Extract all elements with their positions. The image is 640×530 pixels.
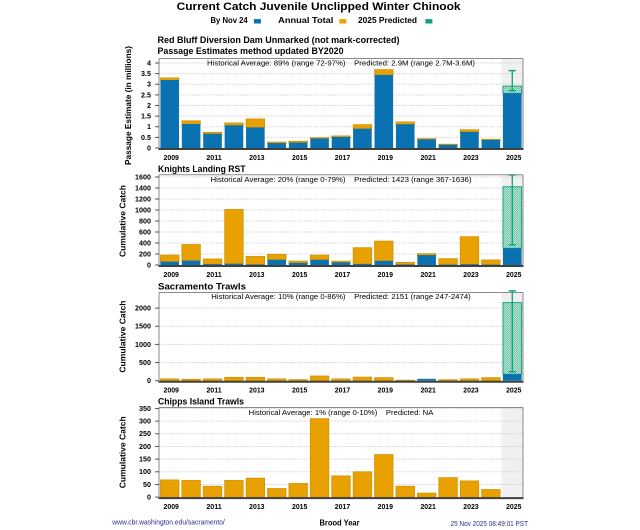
svg-text:Current Catch Juvenile Unclipp: Current Catch Juvenile Unclipped Winter … bbox=[177, 1, 462, 13]
svg-text:2013: 2013 bbox=[249, 153, 264, 162]
svg-text:Cumulative Catch: Cumulative Catch bbox=[118, 416, 128, 488]
svg-text:2011: 2011 bbox=[206, 270, 221, 279]
svg-text:250: 250 bbox=[139, 429, 151, 438]
svg-text:50: 50 bbox=[143, 480, 151, 489]
svg-text:2025: 2025 bbox=[506, 153, 521, 162]
svg-text:2023: 2023 bbox=[463, 153, 478, 162]
svg-text:Passage Estimate (in millions): Passage Estimate (in millions) bbox=[123, 46, 133, 165]
svg-text:2019: 2019 bbox=[378, 270, 393, 279]
svg-text:2023: 2023 bbox=[463, 270, 478, 279]
svg-text:2009: 2009 bbox=[164, 386, 179, 395]
svg-text:Brood Year: Brood Year bbox=[320, 517, 361, 527]
svg-text:www.cbr.washington.edu/sacrame: www.cbr.washington.edu/sacramento/ bbox=[111, 519, 225, 526]
svg-text:2019: 2019 bbox=[378, 386, 393, 395]
svg-text:0: 0 bbox=[147, 376, 151, 385]
svg-text:Historical Average: 1% (range: Historical Average: 1% (range 0-10%) Pre… bbox=[249, 408, 435, 417]
svg-text:3: 3 bbox=[147, 80, 151, 89]
svg-text:0: 0 bbox=[147, 260, 151, 269]
svg-text:2025: 2025 bbox=[506, 270, 521, 279]
svg-text:Annual Total: Annual Total bbox=[278, 16, 333, 25]
svg-text:200: 200 bbox=[139, 249, 151, 258]
svg-text:150: 150 bbox=[139, 455, 151, 464]
svg-text:800: 800 bbox=[139, 216, 151, 225]
svg-text:300: 300 bbox=[139, 417, 151, 426]
svg-text:4: 4 bbox=[147, 58, 151, 67]
svg-text:2009: 2009 bbox=[164, 502, 179, 511]
svg-text:100: 100 bbox=[139, 467, 151, 476]
svg-text:2021: 2021 bbox=[420, 502, 435, 511]
svg-text:Historical Average: 10% (range: Historical Average: 10% (range 0-86%) Pr… bbox=[211, 292, 471, 301]
svg-text:1000: 1000 bbox=[135, 205, 151, 214]
svg-text:350: 350 bbox=[139, 404, 151, 413]
svg-text:0: 0 bbox=[147, 143, 151, 152]
svg-text:2015: 2015 bbox=[292, 270, 307, 279]
svg-text:2015: 2015 bbox=[292, 386, 307, 395]
svg-text:2023: 2023 bbox=[463, 386, 478, 395]
svg-text:2017: 2017 bbox=[335, 153, 350, 162]
svg-text:0: 0 bbox=[147, 493, 151, 502]
svg-text:25 Nov 2025 08:49:01 PST: 25 Nov 2025 08:49:01 PST bbox=[451, 521, 529, 528]
svg-text:2017: 2017 bbox=[335, 270, 350, 279]
svg-text:0.5: 0.5 bbox=[141, 133, 151, 142]
svg-text:Historical Average: 20% (range: Historical Average: 20% (range 0-79%) Pr… bbox=[211, 175, 472, 184]
svg-text:2023: 2023 bbox=[463, 502, 478, 511]
svg-text:2025: 2025 bbox=[506, 386, 521, 395]
svg-text:2025: 2025 bbox=[506, 502, 521, 511]
svg-text:400: 400 bbox=[139, 238, 151, 247]
svg-text:2021: 2021 bbox=[420, 153, 435, 162]
svg-text:Red Bluff Diversion Dam Unmark: Red Bluff Diversion Dam Unmarked (not ma… bbox=[158, 35, 400, 45]
svg-text:2009: 2009 bbox=[164, 270, 179, 279]
svg-text:500: 500 bbox=[139, 358, 151, 367]
svg-text:3.5: 3.5 bbox=[141, 69, 151, 78]
svg-text:2013: 2013 bbox=[249, 270, 264, 279]
svg-text:2: 2 bbox=[147, 101, 151, 110]
svg-text:1: 1 bbox=[147, 122, 151, 131]
svg-text:2017: 2017 bbox=[335, 502, 350, 511]
svg-text:2013: 2013 bbox=[249, 502, 264, 511]
svg-text:2013: 2013 bbox=[249, 386, 264, 395]
svg-text:600: 600 bbox=[139, 227, 151, 236]
svg-text:2019: 2019 bbox=[378, 153, 393, 162]
svg-text:2015: 2015 bbox=[292, 502, 307, 511]
svg-text:2025 Predicted: 2025 Predicted bbox=[358, 16, 417, 25]
svg-text:By Nov 24: By Nov 24 bbox=[211, 16, 249, 25]
svg-text:2.5: 2.5 bbox=[141, 90, 151, 99]
svg-text:Sacramento Trawls: Sacramento Trawls bbox=[158, 281, 246, 292]
svg-text:Passage Estimates method updat: Passage Estimates method updated BY2020 bbox=[158, 46, 344, 56]
svg-text:2015: 2015 bbox=[292, 153, 307, 162]
svg-text:2011: 2011 bbox=[206, 386, 221, 395]
svg-text:1.5: 1.5 bbox=[141, 112, 151, 121]
svg-text:2021: 2021 bbox=[420, 386, 435, 395]
svg-text:Chipps Island Trawls: Chipps Island Trawls bbox=[158, 396, 244, 407]
svg-text:1500: 1500 bbox=[135, 322, 151, 331]
svg-text:Cumulative Catch: Cumulative Catch bbox=[118, 301, 128, 373]
svg-text:1600: 1600 bbox=[135, 172, 151, 181]
svg-text:2009: 2009 bbox=[164, 153, 179, 162]
svg-text:2021: 2021 bbox=[420, 270, 435, 279]
svg-text:Knights Landing RST: Knights Landing RST bbox=[158, 163, 246, 174]
svg-text:200: 200 bbox=[139, 442, 151, 451]
svg-text:2011: 2011 bbox=[206, 153, 221, 162]
svg-text:2011: 2011 bbox=[206, 502, 221, 511]
svg-text:1400: 1400 bbox=[135, 183, 151, 192]
svg-text:1200: 1200 bbox=[135, 194, 151, 203]
svg-text:2019: 2019 bbox=[378, 502, 393, 511]
svg-text:1000: 1000 bbox=[135, 340, 151, 349]
svg-text:Cumulative Catch: Cumulative Catch bbox=[118, 185, 128, 257]
svg-text:2017: 2017 bbox=[335, 386, 350, 395]
svg-text:Historical Average: 89% (range: Historical Average: 89% (range 72-97%) P… bbox=[207, 58, 475, 67]
svg-text:2000: 2000 bbox=[135, 304, 151, 313]
